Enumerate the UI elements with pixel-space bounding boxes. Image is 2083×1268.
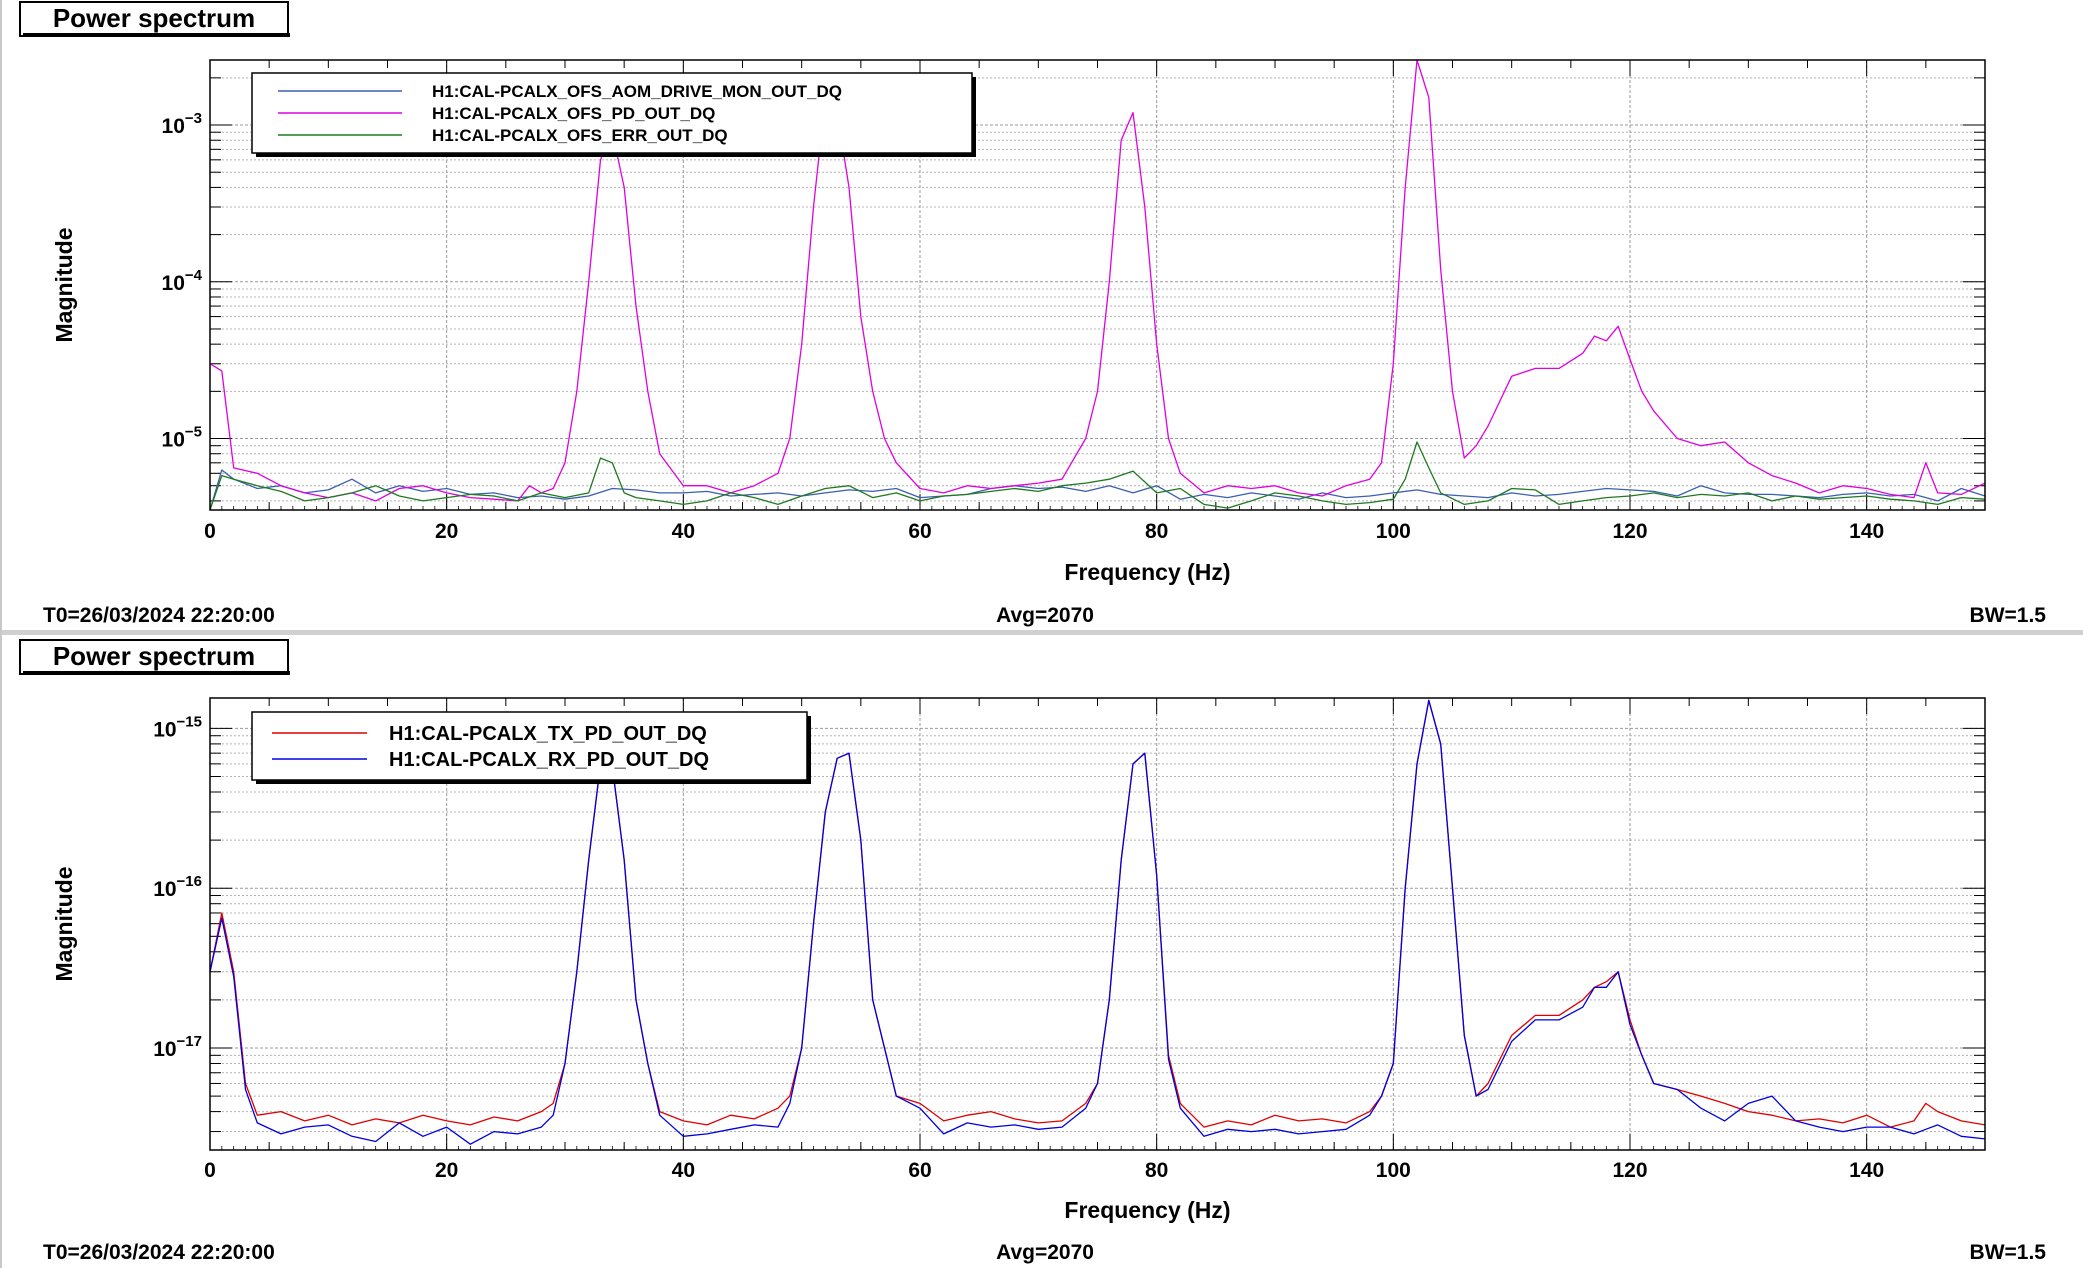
pane-1-x-tick-label: 80 xyxy=(1145,520,1168,543)
power-spectrum-pane-1: Power spectrum 0 20 40 60 80 100 120 14010−310−… xyxy=(19,1,2047,627)
window-left-border xyxy=(0,0,2,1268)
pane-1-y-tick-label: 10−5 xyxy=(162,424,202,452)
pane-1-x-tick-label: 40 xyxy=(672,520,695,543)
pane-1-plot: 0 20 40 60 80 100 120 14010−310−410−5Frequency … xyxy=(51,59,1986,585)
pane-1-x-tick-label: 140 xyxy=(1849,520,1884,543)
pane-1-title: Power spectrum xyxy=(53,3,255,33)
pane-2-y-tick-exponent: −15 xyxy=(177,713,202,730)
pane-2-footer-avg: Avg=2070 xyxy=(996,1241,1094,1264)
pane-1-x-tick-label: 60 xyxy=(908,520,931,543)
pane-2-y-tick-base: 10 xyxy=(153,878,176,901)
pane-1-y-tick-base: 10 xyxy=(162,272,185,295)
pane-1-y-axis-title: Magnitude xyxy=(51,228,77,343)
pane-1-series-line-1 xyxy=(209,469,1986,511)
pane-2-title-box xyxy=(19,639,289,675)
pane-2-x-tick-label: 100 xyxy=(1376,1159,1411,1182)
pane-1-legend-label-1: H1:CAL-PCALX_OFS_AOM_DRIVE_MON_OUT_DQ xyxy=(432,82,842,101)
pane-1-footer-avg: Avg=2070 xyxy=(996,604,1094,627)
pane-1-series-line-2 xyxy=(209,59,1986,502)
pane-2-plot: 0 20 40 60 80 100 120 14010−1510−1610−17Frequen… xyxy=(51,697,1986,1223)
pane-2-y-tick-exponent: −16 xyxy=(177,873,202,890)
pane-1-x-tick-label: 20 xyxy=(435,520,458,543)
pane-2-title-shadow xyxy=(23,671,290,675)
pane-2-footer-bw: BW=1.5 xyxy=(1970,1241,2047,1264)
pane-1-y-tick-exponent: −4 xyxy=(185,267,203,284)
pane-1-y-tick-base: 10 xyxy=(162,115,185,138)
pane-2-series-line-2 xyxy=(209,699,1986,1145)
pane-2-x-axis-title: Frequency (Hz) xyxy=(1064,1197,1230,1223)
pane-1-y-tick-label: 10−4 xyxy=(162,267,203,295)
pane-2-y-tick-exponent: −17 xyxy=(177,1033,202,1050)
pane-2-y-tick-label: 10−15 xyxy=(153,713,202,741)
pane-1-title-box xyxy=(19,1,289,37)
pane-1-footer-t0: T0=26/03/2024 22:20:00 xyxy=(43,604,275,627)
pane-1-plot-frame xyxy=(209,59,1986,511)
power-spectrum-pane-2: Power spectrum 0 20 40 60 80 100 120 14010−1510… xyxy=(19,639,2047,1264)
pane-1-title-shadow xyxy=(23,33,290,37)
pane-2-y-axis-title: Magnitude xyxy=(51,867,77,982)
pane-1-y-tick-exponent: −3 xyxy=(185,110,202,127)
pane-1-series-line-3 xyxy=(209,441,1986,511)
pane-2-x-tick-label: 140 xyxy=(1849,1159,1884,1182)
pane-1-x-tick-label: 100 xyxy=(1376,520,1411,543)
pane-2-x-tick-label: 60 xyxy=(908,1159,931,1182)
pane-1-x-axis-title: Frequency (Hz) xyxy=(1064,559,1230,585)
pane-2-y-tick-label: 10−16 xyxy=(153,873,202,901)
pane-1-y-tick-label: 10−3 xyxy=(162,110,202,138)
pane-2-x-tick-label: 0 xyxy=(204,1159,216,1182)
pane-1-x-tick-label: 0 xyxy=(204,520,216,543)
pane-1-y-tick-base: 10 xyxy=(162,429,185,452)
pane-1-legend-label-3: H1:CAL-PCALX_OFS_ERR_OUT_DQ xyxy=(432,126,728,145)
pane-2-legend-label-1: H1:CAL-PCALX_TX_PD_OUT_DQ xyxy=(389,723,707,745)
pane-2-x-tick-label: 120 xyxy=(1612,1159,1647,1182)
pane-1-legend-label-2: H1:CAL-PCALX_OFS_PD_OUT_DQ xyxy=(432,104,715,123)
pane-2-title: Power spectrum xyxy=(53,641,255,671)
pane-2-x-tick-label: 40 xyxy=(672,1159,695,1182)
pane-1-y-tick-exponent: −5 xyxy=(185,424,202,441)
pane-2-x-tick-label: 80 xyxy=(1145,1159,1168,1182)
pane-2-y-tick-base: 10 xyxy=(153,1038,176,1061)
pane-2-y-tick-label: 10−17 xyxy=(153,1033,202,1061)
pane-2-legend-box xyxy=(251,711,808,781)
pane-2-y-tick-base: 10 xyxy=(153,718,176,741)
pane-separator xyxy=(0,630,2083,635)
pane-2-footer-t0: T0=26/03/2024 22:20:00 xyxy=(43,1241,275,1264)
pane-1-x-tick-label: 120 xyxy=(1612,520,1647,543)
pane-2-legend-label-2: H1:CAL-PCALX_RX_PD_OUT_DQ xyxy=(389,749,709,771)
pane-2-x-tick-label: 20 xyxy=(435,1159,458,1182)
pane-2-plot-frame xyxy=(209,697,1986,1151)
pane-1-footer-bw: BW=1.5 xyxy=(1970,604,2047,627)
